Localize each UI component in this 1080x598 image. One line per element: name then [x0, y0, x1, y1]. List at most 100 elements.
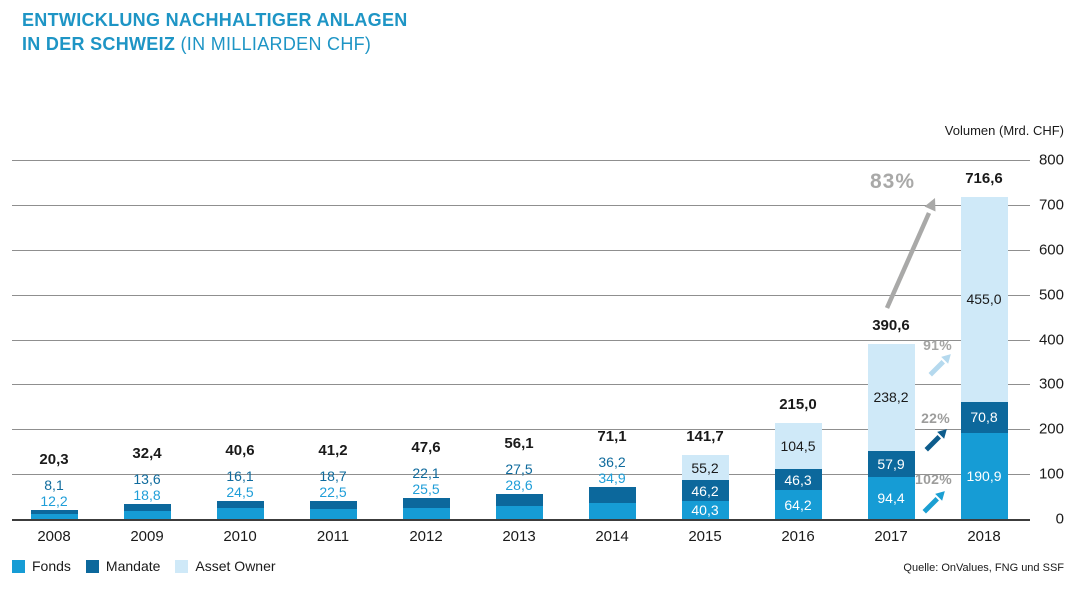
x-axis-label: 2008	[37, 528, 71, 545]
legend-label: Mandate	[105, 558, 161, 574]
x-axis-label: 2016	[781, 528, 815, 545]
y-tick-label: 800	[1038, 151, 1064, 169]
legend-swatch-icon	[12, 559, 25, 573]
y-tick-label: 600	[1038, 241, 1064, 259]
bar-segment-mandate	[309, 500, 357, 509]
y-tick-label: 300	[1038, 375, 1064, 393]
bar-segment-mandate	[960, 401, 1008, 434]
asset-owner-growth-arrow-icon	[927, 352, 953, 383]
legend-label: Fonds	[32, 558, 71, 574]
bar-segment-label: 64,2	[784, 496, 812, 513]
bar-total-label: 41,2	[318, 441, 348, 459]
grid-line	[12, 249, 1030, 251]
bar-segment-label: 94,4	[877, 489, 905, 506]
bar-segment-label: 40,3	[691, 501, 719, 518]
bar-segment-label: 28,6	[505, 476, 533, 493]
grid-line	[12, 429, 1030, 431]
y-tick-label: 200	[1038, 420, 1064, 438]
y-tick-label: 0	[1055, 510, 1064, 528]
bar-segment-mandate	[867, 450, 915, 477]
bar-segment-label: 22,1	[412, 464, 440, 481]
bar-segment-asset-owner	[774, 422, 822, 470]
bar-segment-asset-owner	[867, 343, 915, 451]
bar-total-label: 71,1	[597, 428, 627, 446]
bar-segment-label: 46,2	[691, 482, 719, 499]
total-growth-label: 83%	[869, 170, 915, 193]
bar-total-label: 215,0	[779, 395, 817, 413]
bar-segment-fonds	[681, 500, 729, 519]
legend-label: Asset Owner	[195, 558, 276, 574]
legend-item-asset-owner: Asset Owner	[175, 558, 276, 574]
grid-line	[12, 474, 1030, 476]
y-tick-label: 500	[1038, 286, 1064, 304]
grid-line	[12, 160, 1030, 161]
bar-segment-label: 190,9	[966, 468, 1002, 485]
bar-segment-mandate	[774, 469, 822, 491]
grid-line	[12, 294, 1030, 296]
bar-segment-label: 46,3	[784, 471, 812, 488]
bar-segment-label: 36,2	[598, 454, 626, 471]
y-tick-label: 100	[1038, 465, 1064, 483]
legend: Fonds Mandate Asset Owner	[12, 558, 276, 574]
legend-item-fonds: Fonds	[12, 558, 71, 574]
bar-segment-label: 24,5	[226, 483, 254, 500]
bar-segment-label: 27,5	[505, 460, 533, 477]
bar-segment-fonds	[960, 433, 1008, 519]
bar-segment-label: 25,5	[412, 480, 440, 497]
bar-total-label: 141,7	[686, 428, 724, 446]
x-axis-label: 2018	[967, 528, 1001, 545]
x-axis-label: 2013	[502, 528, 536, 545]
bar-segment-label: 34,9	[598, 470, 626, 487]
bar-segment-fonds	[309, 508, 357, 519]
asset-owner-growth-label: 91%	[923, 337, 952, 353]
x-axis-label: 2009	[130, 528, 164, 545]
bar-total-label: 20,3	[39, 450, 69, 468]
bar-segment-fonds	[216, 508, 264, 519]
legend-swatch-icon	[175, 559, 189, 573]
title-line2: IN DER SCHWEIZ (IN MILLIARDEN CHF)	[22, 32, 408, 56]
fonds-growth-arrow-icon	[921, 489, 947, 520]
bar-segment-label: 12,2	[40, 492, 68, 509]
bar-segment-asset-owner	[681, 455, 729, 481]
bar-segment-asset-owner	[960, 197, 1008, 402]
bar-segment-fonds	[867, 476, 915, 519]
bar-segment-label: 18,8	[133, 487, 161, 504]
y-tick-label: 700	[1038, 196, 1064, 214]
x-axis-line	[12, 519, 1030, 521]
y-tick-label: 400	[1038, 331, 1064, 348]
bar-segment-label: 57,9	[877, 455, 905, 472]
bar-segment-mandate	[495, 493, 543, 507]
title-line2-light: (IN MILLIARDEN CHF)	[180, 34, 372, 54]
x-axis-label: 2012	[409, 528, 443, 545]
x-axis-label: 2017	[874, 528, 908, 545]
bar-total-label: 716,6	[965, 170, 1003, 188]
x-axis-label: 2011	[316, 528, 350, 545]
bar-total-label: 32,4	[132, 445, 162, 463]
bar-segment-fonds	[588, 503, 636, 519]
bar-segment-mandate	[681, 480, 729, 501]
source-note: Quelle: OnValues, FNG und SSF	[903, 562, 1064, 574]
bar-segment-mandate	[30, 509, 78, 514]
grid-line	[12, 339, 1030, 341]
bar-segment-mandate	[402, 497, 450, 508]
bar-total-label: 47,6	[411, 438, 441, 456]
bar-total-label: 56,1	[504, 434, 534, 452]
bar-segment-fonds	[402, 507, 450, 519]
bar-segment-mandate	[588, 487, 636, 504]
x-axis-label: 2015	[688, 528, 722, 545]
mandate-growth-arrow-icon	[923, 427, 949, 458]
title-line1: ENTWICKLUNG NACHHALTIGER ANLAGEN	[22, 10, 408, 30]
bar-total-label: 390,6	[872, 316, 910, 334]
bar-segment-fonds	[123, 510, 171, 519]
legend-swatch-icon	[85, 559, 99, 573]
bar-segment-fonds	[774, 490, 822, 519]
fonds-growth-label: 102%	[914, 471, 952, 487]
bar-segment-fonds	[30, 513, 78, 519]
total-growth-arrow-icon	[880, 190, 944, 319]
bar-segment-label: 8,1	[44, 476, 64, 493]
bar-total-label: 40,6	[225, 441, 255, 459]
bar-segment-fonds	[495, 506, 543, 519]
bar-segment-label: 70,8	[970, 409, 998, 426]
x-axis-label: 2014	[595, 528, 629, 545]
